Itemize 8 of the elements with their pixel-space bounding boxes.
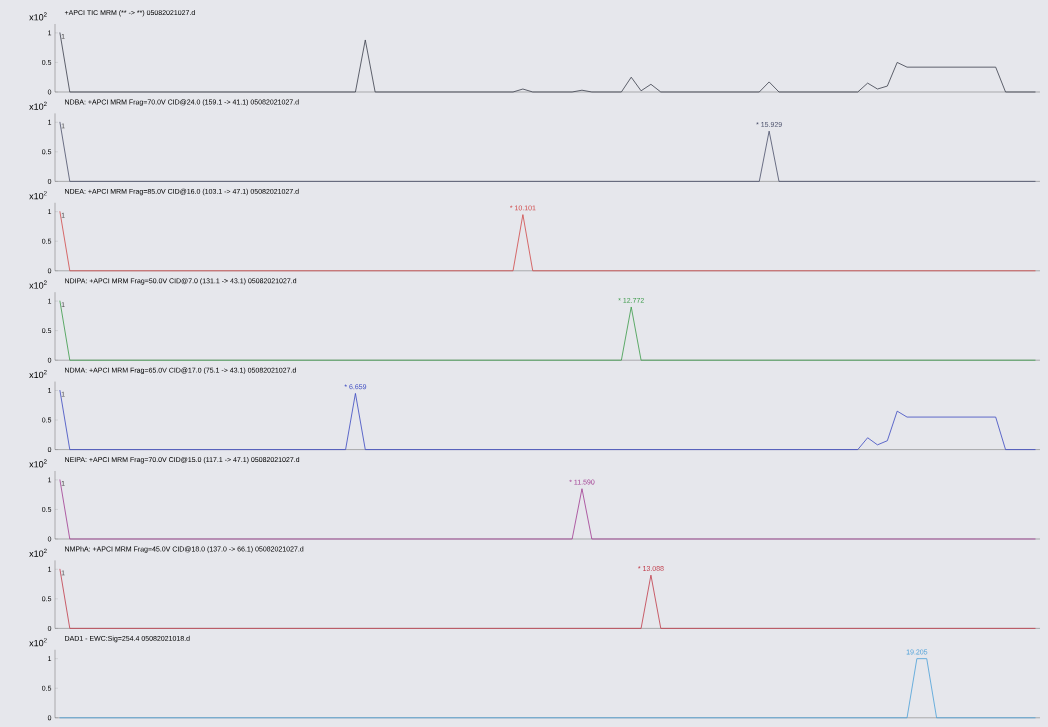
y-axis-title: x10$^{2}$ [29, 280, 47, 289]
y-axis-title: x10$^{2}$ [29, 191, 47, 200]
y-axis-title: x10$^{2}$ [29, 459, 47, 468]
y-axis-title: x10$^{2}$ [29, 369, 47, 379]
y-axis-title: x10$^{2}$ [29, 12, 47, 21]
y-axis-title: x10$^{2}$ [29, 638, 47, 647]
y-axis-title: x10$^{2}$ [29, 548, 47, 557]
y-axis-title: x10$^{2}$ [29, 101, 47, 110]
